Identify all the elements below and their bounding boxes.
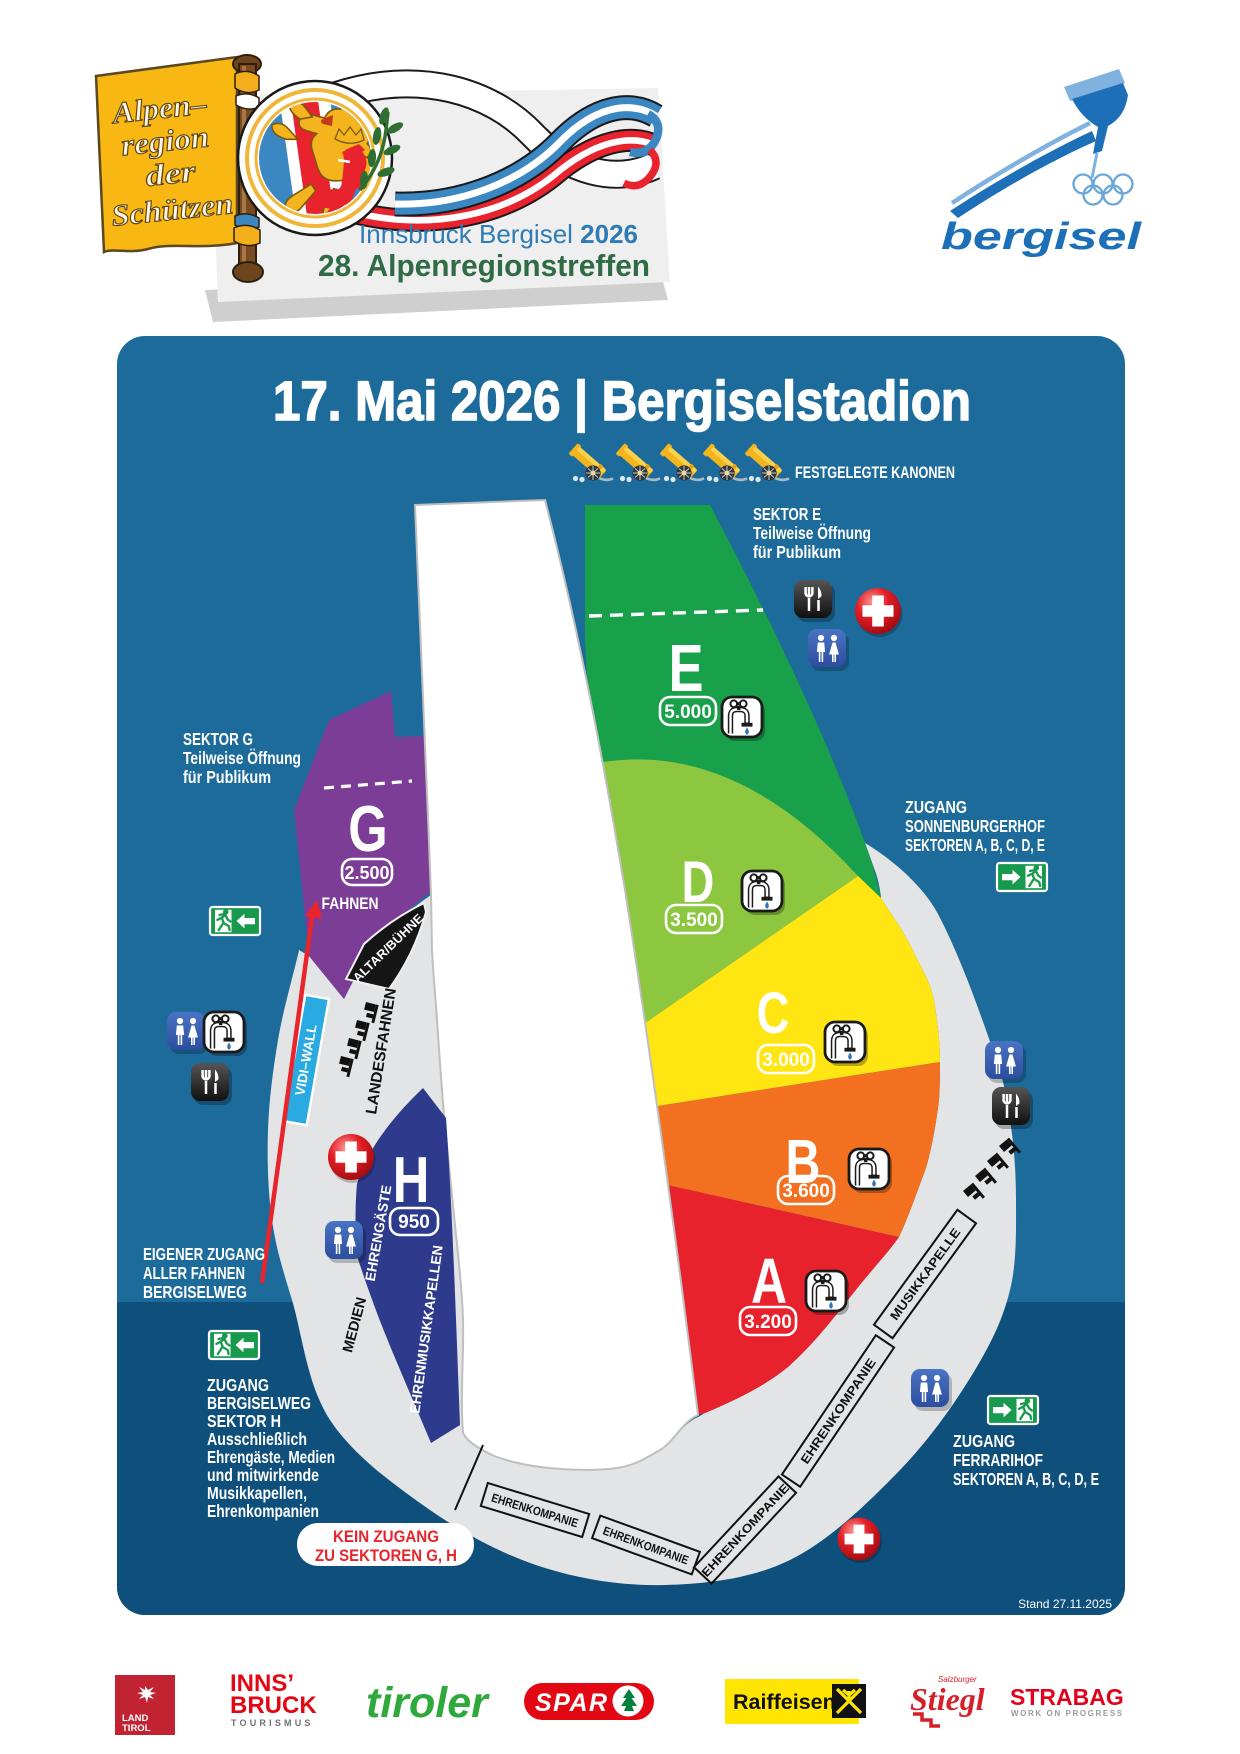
svg-text:C: C (757, 982, 790, 1047)
svg-text:für Publikum: für Publikum (753, 542, 841, 562)
svg-text:region: region (120, 120, 211, 162)
svg-text:3.500: 3.500 (670, 910, 718, 931)
svg-text:TIROL: TIROL (122, 1723, 151, 1734)
svg-text:A: A (751, 1246, 787, 1317)
svg-text:BRUCK: BRUCK (230, 1692, 317, 1719)
svg-text:Innsbruck Bergisel 2026: Innsbruck Bergisel 2026 (359, 219, 638, 249)
svg-text:Teilweise Öffnung: Teilweise Öffnung (753, 523, 871, 543)
svg-text:SEKTOREN A, B, C, D, E: SEKTOREN A, B, C, D, E (905, 835, 1045, 855)
svg-text:WORK ON PROGRESS: WORK ON PROGRESS (1011, 1709, 1124, 1718)
svg-text:17. Mai 2026 | Bergiselstadion: 17. Mai 2026 | Bergiselstadion (273, 369, 971, 433)
svg-text:Ausschließlich: Ausschließlich (207, 1429, 307, 1449)
svg-text:Ehrengäste, Medien: Ehrengäste, Medien (207, 1447, 335, 1467)
svg-text:STRABAG: STRABAG (1010, 1684, 1124, 1710)
svg-text:LAND: LAND (122, 1713, 149, 1724)
svg-text:ZUGANG: ZUGANG (207, 1375, 269, 1395)
svg-text:28. Alpenregionstreffen: 28. Alpenregionstreffen (318, 248, 650, 283)
svg-text:SEKTOR E: SEKTOR E (753, 504, 821, 524)
svg-text:FERRARIHOF: FERRARIHOF (953, 1450, 1043, 1470)
svg-text:Stiegl: Stiegl (910, 1681, 985, 1717)
svg-text:2.500: 2.500 (344, 863, 389, 883)
svg-text:SEKTOR H: SEKTOR H (207, 1411, 281, 1431)
svg-text:3.600: 3.600 (782, 1181, 830, 1202)
svg-text:FAHNEN: FAHNEN (322, 894, 379, 913)
svg-text:E: E (669, 631, 704, 706)
svg-text:TOURISMUS: TOURISMUS (231, 1718, 314, 1728)
svg-text:EIGENER ZUGANG: EIGENER ZUGANG (143, 1244, 265, 1264)
svg-text:SEKTOR G: SEKTOR G (183, 729, 253, 749)
svg-text:3.200: 3.200 (744, 1312, 792, 1333)
svg-text:Raiffeisen: Raiffeisen (733, 1690, 836, 1714)
svg-text:Teilweise Öffnung: Teilweise Öffnung (183, 748, 301, 768)
svg-text:ALLER FAHNEN: ALLER FAHNEN (143, 1263, 245, 1283)
svg-text:SONNENBURGERHOF: SONNENBURGERHOF (905, 816, 1045, 836)
svg-text:Musikkapellen,: Musikkapellen, (207, 1483, 307, 1503)
svg-text:SEKTOREN A, B, C, D, E: SEKTOREN A, B, C, D, E (953, 1469, 1099, 1489)
svg-text:5.000: 5.000 (664, 702, 712, 723)
svg-text:und mitwirkende: und mitwirkende (207, 1465, 319, 1485)
svg-text:FESTGELEGTE KANONEN: FESTGELEGTE KANONEN (795, 464, 955, 482)
svg-text:ZU SEKTOREN G, H: ZU SEKTOREN G, H (315, 1546, 457, 1565)
svg-text:ZUGANG: ZUGANG (905, 797, 967, 817)
svg-text:950: 950 (398, 1212, 430, 1233)
svg-text:Salzburger: Salzburger (938, 1675, 977, 1684)
svg-text:BERGISELWEG: BERGISELWEG (143, 1282, 247, 1302)
svg-text:der: der (144, 155, 198, 193)
svg-text:3.000: 3.000 (762, 1050, 810, 1071)
svg-text:ZUGANG: ZUGANG (953, 1431, 1015, 1451)
svg-text:INNS’: INNS’ (230, 1670, 294, 1697)
svg-text:KEIN ZUGANG: KEIN ZUGANG (333, 1527, 439, 1546)
svg-text:tiroler: tiroler (366, 1679, 490, 1727)
svg-text:für Publikum: für Publikum (183, 767, 271, 787)
svg-text:SPAR: SPAR (535, 1689, 609, 1717)
svg-text:B: B (786, 1127, 821, 1196)
svg-text:Stand 27.11.2025: Stand 27.11.2025 (1018, 1597, 1112, 1611)
svg-text:G: G (348, 793, 387, 865)
svg-text:BERGISELWEG: BERGISELWEG (207, 1393, 311, 1413)
svg-text:H: H (393, 1144, 430, 1216)
svg-text:bergisel: bergisel (941, 216, 1143, 258)
svg-text:Ehrenkompanien: Ehrenkompanien (207, 1501, 319, 1521)
